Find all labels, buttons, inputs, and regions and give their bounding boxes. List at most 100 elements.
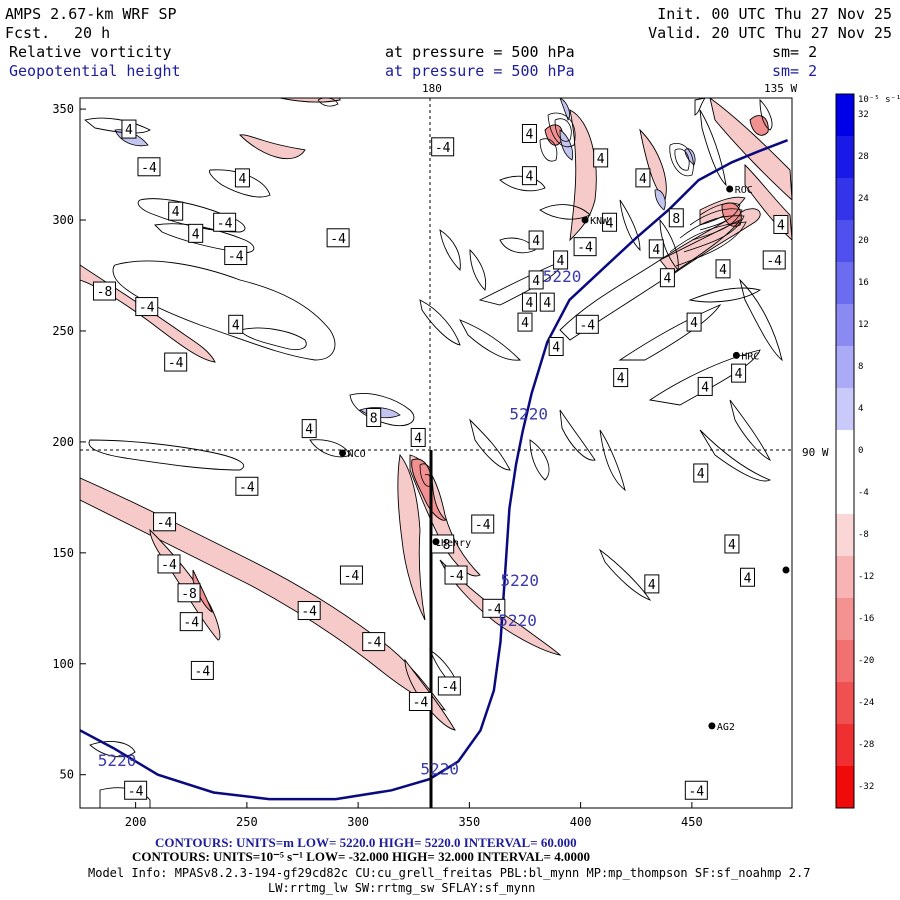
contour-label-box <box>362 632 386 652</box>
contour-label-box <box>301 419 317 439</box>
level-vorticity: at pressure = 500 hPa <box>385 43 575 61</box>
vorticity-contour-label: 4 <box>693 463 709 483</box>
contour-label-box <box>124 780 148 800</box>
contour-label-text: 4 <box>232 318 240 333</box>
contour-label-box <box>235 476 259 496</box>
station-nco-marker <box>339 449 347 457</box>
contour-label-box <box>668 208 684 228</box>
contour-label-text: 4 <box>543 296 551 311</box>
contour-label-box <box>593 148 609 168</box>
contour-label-box <box>644 574 660 594</box>
contour-label-text: -4 <box>183 616 199 631</box>
vorticity-contour-label: 8 <box>366 408 382 427</box>
contour-label-box <box>135 297 159 317</box>
contour-label-text: -4 <box>157 516 173 531</box>
model-info: Model Info: MPASv8.2.3-194-gf29cd82c CU:… <box>88 866 811 880</box>
contour-label-box <box>521 292 537 312</box>
plot-title: AMPS 2.67-km WRF SP <box>5 5 177 23</box>
contour-label-text: -4 <box>413 696 429 711</box>
vorticity-contour-label: -4 <box>431 137 455 157</box>
vorticity-contour-label: -4 <box>339 565 363 585</box>
vorticity-contour-label: 4 <box>301 419 317 439</box>
contour-label-box <box>164 352 188 372</box>
contour-label-box <box>177 583 201 603</box>
colorbar-swatch <box>836 220 854 263</box>
contour-label-text: -4 <box>442 680 458 695</box>
colorbar-tick-label: 16 <box>858 278 869 288</box>
contour-label-box <box>773 214 789 234</box>
contour-label-text: -4 <box>195 664 211 679</box>
vorticity-contour-label: 4 <box>740 567 755 587</box>
contour-label-text: 4 <box>239 172 247 187</box>
station-roc-marker <box>726 185 734 193</box>
contour-label-text: 4 <box>744 571 752 586</box>
x-tick-label: 250 <box>236 815 258 829</box>
contour-label-text: -4 <box>688 784 704 799</box>
colorbar-tick-label: 0 <box>858 446 863 456</box>
contour-label-text: 4 <box>526 128 534 143</box>
contour-label-box <box>444 565 468 585</box>
x-tick-label: 350 <box>459 815 481 829</box>
contour-label-box <box>366 408 382 427</box>
colorbar-tick-label: 8 <box>858 362 863 372</box>
contour-label-text: -4 <box>301 605 317 620</box>
contour-label-box <box>234 168 250 188</box>
vorticity-contour-label: 4 <box>521 292 537 312</box>
colorbar-swatch <box>836 430 854 473</box>
colorbar: 32 28 24 20 16 12 8 4 0 -4 -8 -12 -16 -20 -24 -28 -32 <box>835 93 874 809</box>
vorticity-contour-label: 4 <box>686 312 702 332</box>
plot-frame <box>79 97 793 809</box>
x-tick-label: 400 <box>570 815 592 829</box>
contour-label-box <box>686 312 702 332</box>
vorticity-contour-label: -4 <box>408 692 432 711</box>
vorticity-contour-label: -4 <box>164 352 188 372</box>
contour-label-text: -4 <box>366 636 382 651</box>
contour-label-text: 4 <box>526 296 534 311</box>
height-contour-label: 5220 <box>501 571 540 590</box>
colorbar-tick-label: -16 <box>858 614 874 624</box>
vorticity-contour-label: -4 <box>471 514 495 534</box>
contour-label-box <box>137 157 161 177</box>
vorticity-contour-label: -4 <box>437 676 461 696</box>
colorbar-tick-label: -32 <box>858 782 874 792</box>
contour-label-box <box>693 463 709 483</box>
height-contour-label: 5220 <box>543 267 582 286</box>
contour-label-box <box>471 514 495 534</box>
axis-ticks-layer: 200 250 300 350 400 450 50 100 150 200 250 300 350 <box>52 102 702 829</box>
vorticity-contour-label: -4 <box>326 228 350 248</box>
contour-label-text: -8 <box>181 587 197 602</box>
contour-label-text: 4 <box>728 538 736 553</box>
dense-contour-clusters <box>317 98 747 489</box>
y-tick-label: 100 <box>52 657 74 671</box>
height-contour-label: 5220 <box>509 405 548 424</box>
contour-label-box <box>179 612 203 632</box>
contour-label-box <box>762 250 786 270</box>
vorticity-contour-label: 4 <box>228 314 244 334</box>
station-henry-label: Henry <box>441 538 471 549</box>
contour-label-box <box>635 168 651 188</box>
contour-label-box <box>613 368 629 388</box>
contour-label-box <box>740 567 755 587</box>
contour-label-text: 4 <box>125 123 133 138</box>
contour-label-box <box>482 598 506 618</box>
contour-label-text: -4 <box>344 569 360 584</box>
contour-label-box <box>659 268 675 288</box>
station-ag2-marker <box>708 722 716 730</box>
contour-label-box <box>410 427 426 447</box>
station-dot-edge <box>782 566 790 574</box>
contour-label-box <box>573 237 597 257</box>
contour-label-box <box>437 676 461 696</box>
vorticity-contour-label: 4 <box>659 268 675 288</box>
contours-info-vorticity: CONTOURS: UNITS=10⁻⁵ s⁻¹ LOW= -32.000 HI… <box>132 849 590 864</box>
colorbar-tick-label: -4 <box>858 488 869 498</box>
contour-label-box <box>153 512 177 532</box>
station-knw-label: KNW <box>590 216 609 227</box>
contour-label-box <box>92 281 116 301</box>
lon-135w-label: 135 W <box>764 82 798 95</box>
vorticity-contour-label: -4 <box>573 237 597 257</box>
stations-layer: NCO Henry AG2 HRC ROC KNW <box>339 185 759 733</box>
colorbar-tick-label: -8 <box>858 530 869 540</box>
contour-label-text: -4 <box>128 784 144 799</box>
vorticity-contour-label: 4 <box>521 124 537 143</box>
vorticity-contour-label: 4 <box>234 168 250 188</box>
